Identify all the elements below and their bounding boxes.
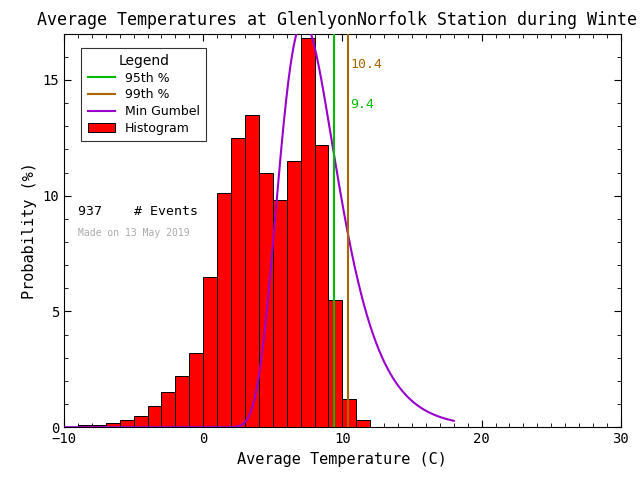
Bar <box>287 161 301 427</box>
Bar <box>273 200 287 427</box>
Bar <box>106 422 120 427</box>
Bar <box>217 193 231 427</box>
X-axis label: Average Temperature (C): Average Temperature (C) <box>237 452 447 467</box>
Bar <box>120 420 134 427</box>
Bar <box>231 138 245 427</box>
Title: Average Temperatures at GlenlyonNorfolk Station during Winter: Average Temperatures at GlenlyonNorfolk … <box>37 11 640 29</box>
Bar <box>161 393 175 427</box>
Y-axis label: Probability (%): Probability (%) <box>22 162 37 299</box>
Bar <box>315 145 328 427</box>
Bar <box>259 172 273 427</box>
Bar <box>204 276 217 427</box>
Bar <box>189 353 204 427</box>
Legend: 95th %, 99th %, Min Gumbel, Histogram: 95th %, 99th %, Min Gumbel, Histogram <box>81 48 206 141</box>
Bar <box>245 115 259 427</box>
Bar <box>78 425 92 427</box>
Text: 937    # Events: 937 # Events <box>78 205 198 218</box>
Bar <box>147 407 161 427</box>
Bar <box>328 300 342 427</box>
Text: 9.4: 9.4 <box>350 98 374 111</box>
Text: Made on 13 May 2019: Made on 13 May 2019 <box>78 228 189 239</box>
Bar <box>356 420 370 427</box>
Text: 10.4: 10.4 <box>350 59 382 72</box>
Bar <box>175 376 189 427</box>
Bar <box>134 416 147 427</box>
Bar <box>92 425 106 427</box>
Bar <box>342 399 356 427</box>
Bar <box>301 38 315 427</box>
